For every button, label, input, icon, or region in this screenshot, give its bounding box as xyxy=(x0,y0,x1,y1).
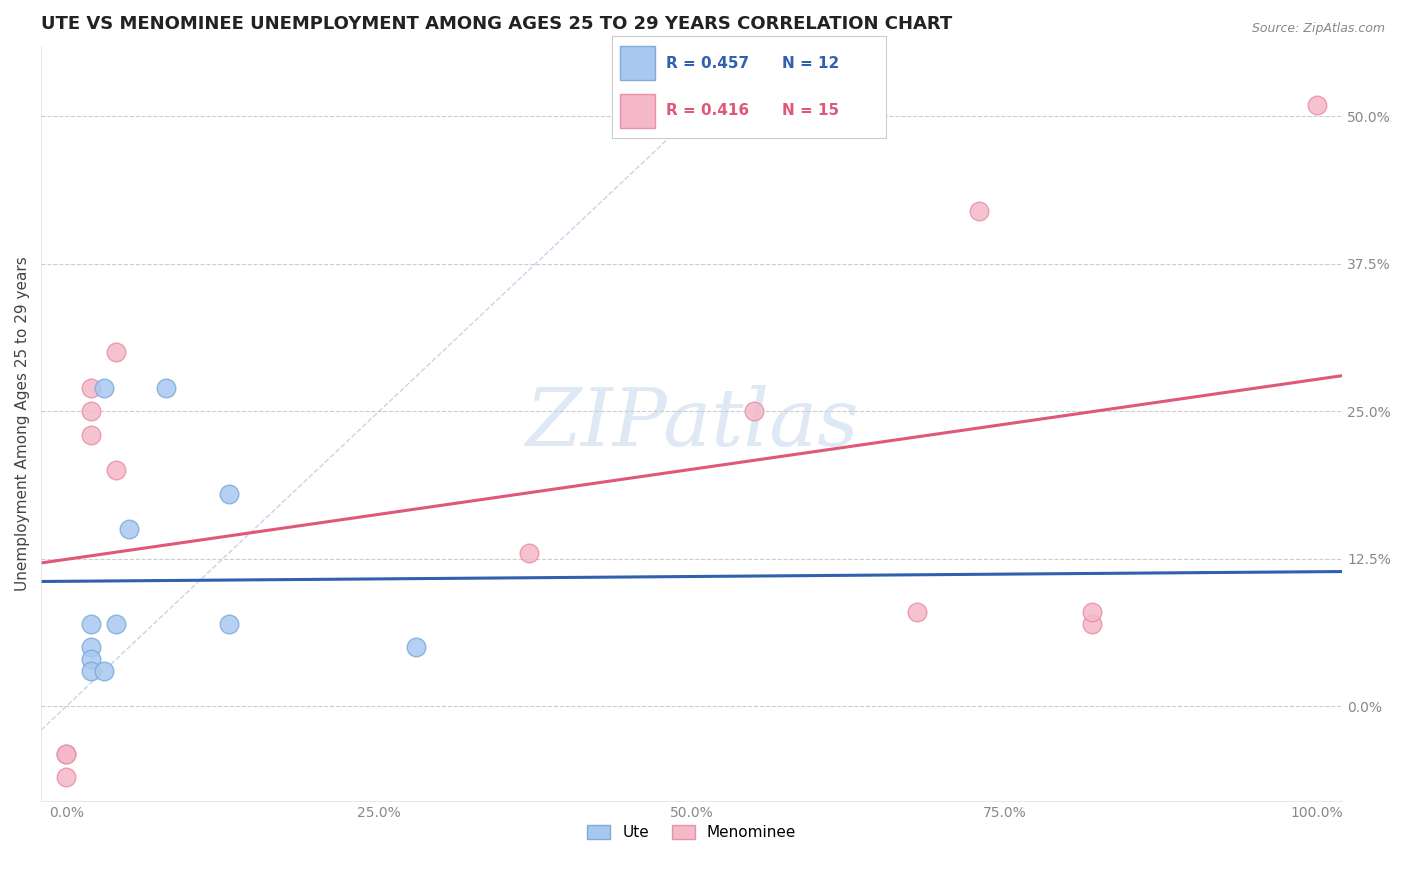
Point xyxy=(218,487,240,501)
Bar xyxy=(620,95,655,128)
Text: Source: ZipAtlas.com: Source: ZipAtlas.com xyxy=(1251,22,1385,36)
Text: N = 15: N = 15 xyxy=(782,103,839,118)
Point xyxy=(80,428,103,442)
Y-axis label: Unemployment Among Ages 25 to 29 years: Unemployment Among Ages 25 to 29 years xyxy=(15,256,30,591)
Point xyxy=(1306,97,1329,112)
Point xyxy=(742,404,765,418)
Text: ZIPatlas: ZIPatlas xyxy=(524,384,859,462)
Point xyxy=(80,404,103,418)
Point xyxy=(105,463,128,477)
Point xyxy=(80,640,103,655)
Point xyxy=(55,770,77,784)
Point xyxy=(155,381,177,395)
Point xyxy=(969,203,991,218)
Point xyxy=(55,747,77,761)
Point xyxy=(80,381,103,395)
Text: UTE VS MENOMINEE UNEMPLOYMENT AMONG AGES 25 TO 29 YEARS CORRELATION CHART: UTE VS MENOMINEE UNEMPLOYMENT AMONG AGES… xyxy=(41,15,952,33)
Point xyxy=(405,640,427,655)
Point xyxy=(905,605,928,619)
Point xyxy=(517,546,540,560)
Bar xyxy=(620,45,655,79)
Point xyxy=(93,664,115,678)
Point xyxy=(105,616,128,631)
Point xyxy=(80,616,103,631)
Legend: Ute, Menominee: Ute, Menominee xyxy=(581,819,803,847)
Point xyxy=(1081,616,1104,631)
Point xyxy=(118,523,141,537)
Text: R = 0.416: R = 0.416 xyxy=(666,103,749,118)
Text: N = 12: N = 12 xyxy=(782,56,839,70)
Point xyxy=(218,616,240,631)
Point xyxy=(55,747,77,761)
Point xyxy=(1081,605,1104,619)
Point xyxy=(93,381,115,395)
Point xyxy=(80,664,103,678)
Point xyxy=(105,345,128,359)
Point xyxy=(80,652,103,666)
Text: R = 0.457: R = 0.457 xyxy=(666,56,749,70)
